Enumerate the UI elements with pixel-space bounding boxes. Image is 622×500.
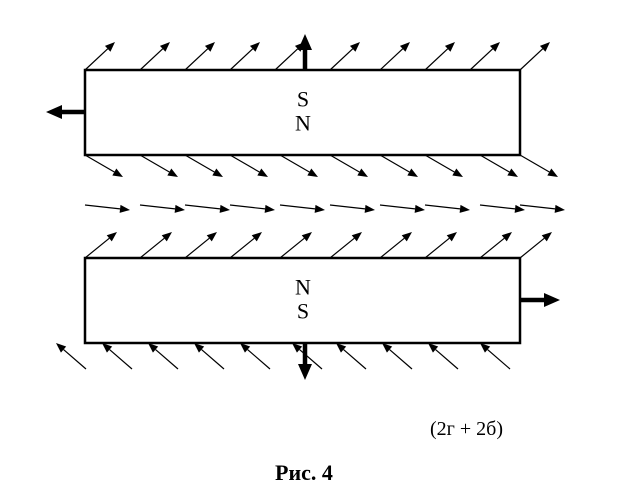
figure-caption: Рис. 4	[275, 460, 333, 486]
magnet-top: SN	[85, 70, 520, 155]
svg-text:S: S	[297, 299, 309, 324]
svg-text:N: N	[295, 275, 311, 300]
formula-label: (2г + 2б)	[430, 418, 503, 441]
magnet-bottom: NS	[85, 258, 520, 343]
svg-text:S: S	[297, 87, 309, 112]
svg-text:N: N	[295, 111, 311, 136]
